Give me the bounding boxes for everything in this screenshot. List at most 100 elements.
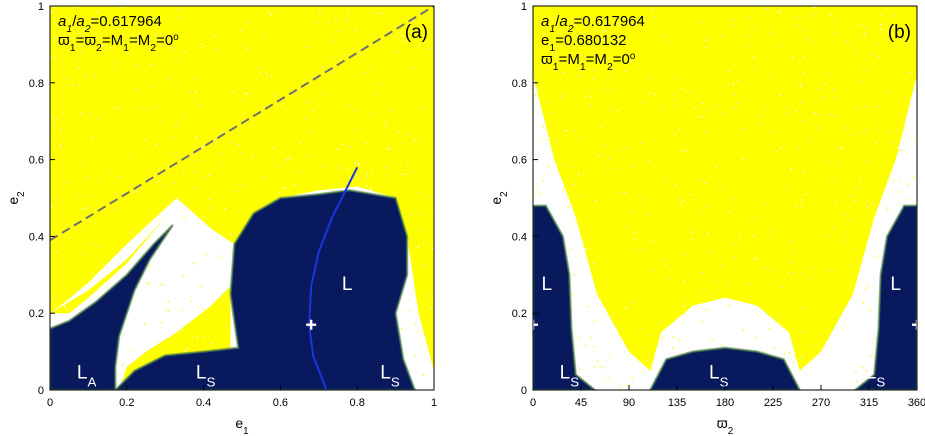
speckle (840, 387, 842, 389)
speckle (542, 125, 545, 128)
speckle (860, 24, 862, 26)
speckle (196, 336, 199, 339)
speckle (722, 196, 725, 199)
speckle (876, 127, 878, 129)
speckle (195, 71, 197, 74)
speckle (829, 68, 831, 70)
speckle (307, 155, 309, 158)
speckle (673, 97, 675, 99)
speckle (717, 77, 719, 79)
speckle (786, 54, 788, 57)
speckle (165, 41, 167, 43)
speckle (841, 388, 843, 390)
speckle (701, 216, 703, 218)
speckle (826, 160, 829, 163)
speckle (354, 162, 356, 164)
speckle (685, 33, 687, 35)
speckle (73, 295, 75, 297)
speckle (239, 21, 241, 23)
speckle (631, 183, 633, 185)
speckle (137, 107, 139, 109)
speckle (414, 354, 417, 357)
speckle (756, 337, 758, 339)
speckle (609, 94, 611, 96)
speckle (178, 240, 180, 242)
speckle (767, 235, 769, 237)
speckle (732, 84, 734, 86)
speckle (73, 254, 75, 256)
speckle (417, 331, 419, 333)
speckle (618, 386, 620, 388)
speckle (104, 132, 107, 134)
speckle (138, 49, 140, 51)
speckle (607, 224, 609, 226)
dashed-boundary-line (50, 6, 434, 242)
speckle (866, 356, 868, 358)
speckle (293, 160, 295, 163)
speckle (759, 122, 761, 124)
speckle (765, 15, 767, 17)
speckle (194, 110, 196, 112)
speckle (831, 180, 833, 182)
speckle (549, 112, 551, 114)
speckle (194, 153, 196, 155)
speckle (627, 18, 630, 20)
speckle (687, 215, 689, 217)
speckle (406, 214, 408, 216)
speckle (660, 144, 663, 146)
speckle (132, 350, 135, 352)
speckle (224, 208, 226, 210)
speckle (167, 301, 170, 303)
speckle (551, 34, 553, 36)
speckle (840, 193, 842, 195)
speckle (430, 307, 432, 309)
speckle (706, 109, 708, 111)
speckle (802, 306, 804, 309)
speckle (686, 350, 689, 352)
speckle (906, 198, 908, 201)
speckle (824, 368, 826, 370)
speckle (826, 219, 828, 222)
speckle (672, 347, 674, 349)
speckle (620, 21, 622, 24)
speckle (869, 354, 871, 357)
speckle (586, 248, 588, 250)
speckle (817, 87, 819, 90)
speckle (546, 7, 549, 9)
speckle (835, 77, 838, 79)
speckle (610, 321, 612, 323)
speckle (608, 205, 610, 207)
speckle (874, 19, 876, 21)
speckle (312, 56, 314, 58)
speckle (863, 69, 865, 71)
speckle (91, 137, 93, 139)
speckle (755, 257, 757, 259)
speckle (229, 233, 231, 235)
speckle (119, 105, 121, 107)
speckle (97, 259, 99, 261)
speckle (549, 13, 551, 15)
speckle (727, 282, 729, 284)
speckle (728, 70, 730, 73)
speckle (372, 13, 374, 15)
speckle (175, 58, 177, 60)
speckle (560, 124, 562, 126)
speckle (777, 11, 779, 13)
speckle (757, 72, 759, 74)
speckle (862, 26, 864, 28)
speckle (348, 105, 350, 107)
speckle (145, 104, 147, 107)
speckle (816, 127, 818, 129)
speckle (82, 162, 84, 164)
speckle (265, 73, 268, 75)
speckle (768, 328, 770, 330)
speckle (540, 138, 542, 140)
speckle (771, 74, 774, 76)
speckle (92, 236, 94, 239)
speckle (432, 247, 434, 250)
speckle (410, 222, 412, 224)
speckle (844, 324, 846, 326)
speckle (234, 60, 236, 63)
speckle (722, 260, 724, 262)
speckle (51, 45, 53, 47)
